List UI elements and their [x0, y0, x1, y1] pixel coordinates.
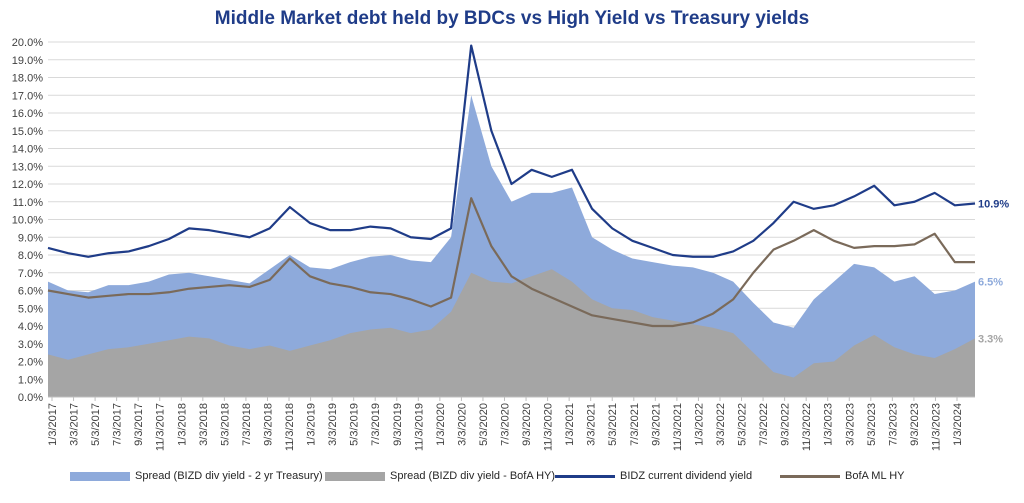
x-tick-label: 1/3/2020 [435, 403, 447, 446]
end-value-label: 6.5% [978, 277, 1003, 289]
y-tick-label: 2.0% [18, 357, 43, 369]
x-tick-label: 1/3/2022 [693, 403, 705, 446]
y-tick-label: 17.0% [12, 90, 43, 102]
x-tick-label: 1/3/2019 [306, 403, 318, 446]
x-tick-label: 3/3/2022 [715, 403, 727, 446]
legend-swatch [555, 474, 615, 478]
x-tick-label: 1/3/2018 [176, 403, 188, 446]
x-tick-label: 1/3/2023 [823, 403, 835, 446]
x-tick-label: 9/3/2019 [392, 403, 404, 446]
x-tick-label: 5/3/2022 [737, 403, 749, 446]
y-tick-label: 9.0% [18, 232, 43, 244]
x-tick-label: 5/3/2017 [90, 403, 102, 446]
x-tick-label: 7/3/2017 [112, 403, 124, 446]
x-tick-label: 11/3/2021 [672, 403, 684, 451]
y-tick-label: 0.0% [18, 392, 43, 404]
legend-item-bidz-yield: BIDZ current dividend yield [555, 470, 752, 482]
y-tick-label: 20.0% [12, 37, 43, 49]
y-tick-label: 4.0% [18, 321, 43, 333]
x-tick-label: 5/3/2018 [219, 403, 231, 446]
y-tick-label: 8.0% [18, 250, 43, 262]
line-series-3 [47, 197, 975, 328]
legend-item-bofa-hy: BofA ML HY [780, 470, 905, 482]
y-tick-label: 11.0% [13, 197, 44, 209]
legend-swatch [780, 474, 840, 478]
y-tick-label: 15.0% [12, 126, 43, 138]
x-tick-label: 3/3/2019 [327, 403, 339, 446]
legend-label: BIDZ current dividend yield [620, 470, 753, 482]
area-series-1 [48, 269, 975, 397]
x-tick-label: 5/3/2021 [607, 403, 619, 446]
x-tick-label: 5/3/2019 [349, 403, 361, 446]
y-tick-label: 12.0% [12, 179, 43, 191]
x-tick-label: 1/3/2024 [952, 403, 964, 446]
x-tick-label: 3/3/2017 [69, 403, 81, 446]
x-tick-label: 3/3/2018 [198, 403, 210, 446]
x-tick-label: 9/3/2018 [262, 403, 274, 446]
y-tick-label: 18.0% [12, 73, 43, 85]
x-tick-label: 7/3/2020 [500, 403, 512, 446]
y-tick-label: 1.0% [18, 374, 43, 386]
x-tick-label: 3/3/2023 [844, 403, 856, 446]
area-series-0 [48, 95, 975, 397]
y-tick-label: 13.0% [12, 161, 43, 173]
y-tick-label: 3.0% [18, 339, 43, 351]
x-tick-label: 11/3/2023 [930, 403, 942, 451]
y-tick-label: 7.0% [18, 268, 43, 280]
x-tick-label: 7/3/2018 [241, 403, 253, 446]
x-tick-label: 11/3/2019 [413, 403, 425, 451]
x-tick-label: 9/3/2021 [650, 403, 662, 446]
x-tick-label: 11/3/2022 [801, 403, 813, 451]
x-tick-label: 9/3/2022 [780, 403, 792, 446]
x-tick-label: 5/3/2020 [478, 403, 490, 446]
y-tick-label: 6.0% [18, 286, 43, 298]
y-tick-label: 14.0% [12, 144, 43, 156]
legend-label: Spread (BIZD div yield - 2 yr Treasury) [135, 470, 323, 482]
end-value-label: 3.3% [978, 333, 1003, 345]
x-tick-label: 3/3/2021 [586, 403, 598, 446]
legend-label: BofA ML HY [845, 470, 905, 482]
x-tick-label: 7/3/2019 [370, 403, 382, 446]
x-tick-label: 1/3/2017 [47, 403, 59, 446]
y-tick-label: 5.0% [18, 303, 43, 315]
line-series-2 [47, 44, 976, 258]
x-tick-label: 9/3/2017 [133, 403, 145, 446]
x-tick-label: 11/3/2017 [155, 403, 167, 451]
x-tick-label: 3/3/2020 [456, 403, 468, 446]
x-tick-label: 7/3/2022 [758, 403, 770, 446]
x-tick-label: 7/3/2021 [629, 403, 641, 446]
y-tick-label: 16.0% [12, 108, 43, 120]
legend-swatch [70, 471, 130, 481]
x-tick-label: 5/3/2023 [866, 403, 878, 446]
legend-item-spread-treasury: Spread (BIZD div yield - 2 yr Treasury) [70, 470, 323, 482]
end-value-label: 10.9% [978, 199, 1009, 211]
legend-item-spread-hy: Spread (BIZD div yield - BofA HY) [325, 470, 555, 482]
chart-plot: 0.0% 1.0% 2.0% 3.0% 4.0% 5.0% 6.0% 7.0% 8.0% 9.0%… [12, 37, 1010, 451]
legend-label: Spread (BIZD div yield - BofA HY) [390, 470, 556, 482]
chart-title: Middle Market debt held by BDCs vs High … [214, 8, 810, 29]
x-tick-label: 1/3/2021 [564, 403, 576, 446]
legend-swatch [325, 471, 385, 481]
x-tick-label: 9/3/2020 [521, 403, 533, 446]
chart-legend: Spread (BIZD div yield - 2 yr Treasury) … [0, 470, 1024, 492]
y-tick-label: 10.0% [12, 215, 43, 227]
x-tick-label: 11/3/2020 [543, 403, 555, 451]
y-tick-label: 19.0% [12, 55, 43, 67]
x-tick-label: 7/3/2023 [887, 403, 899, 446]
x-tick-label: 11/3/2018 [284, 403, 296, 451]
x-tick-label: 9/3/2023 [909, 403, 921, 446]
